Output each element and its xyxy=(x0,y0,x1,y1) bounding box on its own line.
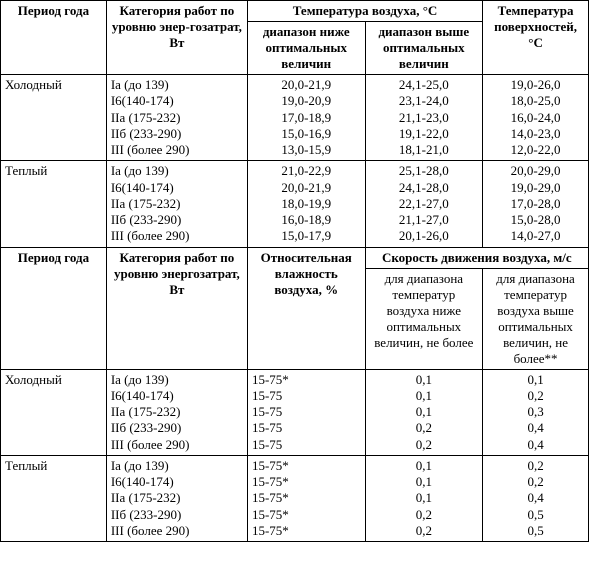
period-cell: Теплый xyxy=(1,455,107,541)
th-surface: Температура поверхностей, °С xyxy=(483,1,589,75)
category-cell: Iа (до 139)I6(140-174)IIа (175-232)IIб (… xyxy=(106,369,247,455)
surftemp-cell: 20,0-29,019,0-29,017,0-28,015,0-28,014,0… xyxy=(483,161,589,247)
microclimate-table: Период года Категория работ по уровню эн… xyxy=(0,0,589,542)
category-cell: Iа (до 139)I6(140-174)IIа (175-232)IIб (… xyxy=(106,161,247,247)
th-airtemp: Температура воздуха, °С xyxy=(247,1,482,22)
airspeed-high-cell: 0,10,20,30,40,4 xyxy=(483,369,589,455)
airtemp-high-cell: 24,1-25,023,1-24,021,1-23,019,1-22,018,1… xyxy=(365,75,483,161)
category-cell: Iа (до 139)I6(140-174)IIа (175-232)IIб (… xyxy=(106,75,247,161)
airspeed-low-cell: 0,10,10,10,20,2 xyxy=(365,369,483,455)
period-cell: Теплый xyxy=(1,161,107,247)
th-airtemp-high: диапазон выше оптимальных величин xyxy=(365,22,483,75)
th-category: Категория работ по уровню энер-гозатрат,… xyxy=(106,1,247,75)
th2-category: Категория работ по уровню энергозатрат, … xyxy=(106,247,247,369)
airspeed-low-cell: 0,10,10,10,20,2 xyxy=(365,455,483,541)
surftemp-cell: 19,0-26,018,0-25,016,0-24,014,0-23,012,0… xyxy=(483,75,589,161)
th-relhum: Относительная влажность воздуха, % xyxy=(247,247,365,369)
airtemp-low-cell: 21,0-22,920,0-21,918,0-19,916,0-18,915,0… xyxy=(247,161,365,247)
th-airspeed: Скорость движения воздуха, м/с xyxy=(365,247,588,268)
category-cell: Iа (до 139)I6(140-174)IIа (175-232)IIб (… xyxy=(106,455,247,541)
period-cell: Холодный xyxy=(1,369,107,455)
airtemp-low-cell: 20,0-21,919,0-20,917,0-18,915,0-16,913,0… xyxy=(247,75,365,161)
th-period: Период года xyxy=(1,1,107,75)
th-airspeed-high: для диапазона температур воздуха выше оп… xyxy=(483,268,589,369)
relhum-cell: 15-75*15-75*15-75*15-75*15-75* xyxy=(247,455,365,541)
period-cell: Холодный xyxy=(1,75,107,161)
th2-period: Период года xyxy=(1,247,107,369)
airspeed-high-cell: 0,20,20,40,50,5 xyxy=(483,455,589,541)
airtemp-high-cell: 25,1-28,024,1-28,022,1-27,021,1-27,020,1… xyxy=(365,161,483,247)
th-airspeed-low: для диапазона температур воздуха ниже оп… xyxy=(365,268,483,369)
th-airtemp-low: диапазон ниже оптимальных величин xyxy=(247,22,365,75)
relhum-cell: 15-75*15-7515-7515-7515-75 xyxy=(247,369,365,455)
